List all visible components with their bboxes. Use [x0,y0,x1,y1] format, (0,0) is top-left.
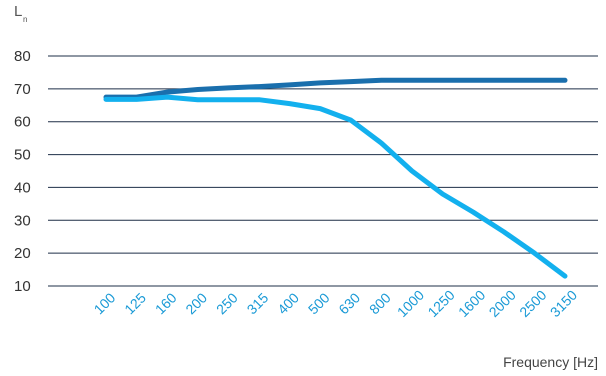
y-tick-label: 30 [14,212,31,229]
x-axis-title: Frequency [Hz] [503,354,598,370]
y-tick-label: 60 [14,114,31,131]
y-tick-labels: 80 70 60 50 40 30 20 10 [14,48,31,295]
y-axis-label: L n [14,3,27,24]
x-tick-label: 400 [274,289,302,317]
series-line-2 [103,94,568,279]
x-tick-label: 100 [91,289,119,317]
y-tick-label: 40 [14,179,31,196]
y-tick-label: 10 [14,278,31,295]
series-line-1 [103,77,568,100]
x-tick-labels: 100 125 160 200 250 315 400 500 630 800 1000125016… [91,287,581,320]
x-tick-label: 160 [152,289,180,317]
x-tick-label: 1000 [394,287,427,320]
y-tick-label: 50 [14,147,31,164]
data-series [103,77,568,279]
x-tick-label: 2000 [486,287,519,320]
x-tick-label: 250 [213,289,241,317]
x-tick-label: 800 [366,289,394,317]
y-axis-label-main: L [14,3,22,20]
x-tick-label: 200 [182,289,210,317]
x-tick-label: 2500 [516,287,549,320]
x-tick-label: 1250 [424,287,457,320]
x-tick-label: 1600 [455,287,488,320]
y-tick-label: 80 [14,48,31,65]
x-tick-label: 500 [305,289,333,317]
x-tick-label: 125 [121,289,149,317]
x-tick-label: 315 [244,289,272,317]
y-axis-label-subscript: n [23,15,27,24]
y-tick-label: 70 [14,81,31,98]
y-tick-label: 20 [14,245,31,262]
x-tick-label: 3150 [547,287,580,320]
gridlines [48,55,598,287]
x-tick-label: 630 [335,289,363,317]
